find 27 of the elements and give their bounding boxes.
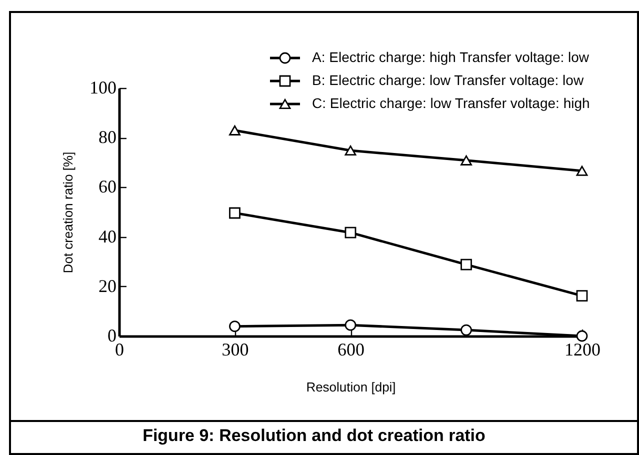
text: Figure 9: Resolution and dot creation ratio (9, 420, 639, 455)
point (460, 155, 472, 166)
point (344, 226, 356, 238)
point (344, 145, 356, 156)
y-axis-title: Dot creation ratio [%] (60, 152, 76, 274)
y-tick-label: 80 (98, 127, 116, 148)
point (460, 258, 472, 270)
x-tick-label: 600 (338, 340, 364, 360)
y-tick-label: 20 (98, 276, 116, 296)
point (229, 207, 240, 219)
y-tick-label: 40 (98, 226, 116, 246)
x-tick-label: 1200 (564, 340, 600, 360)
point (229, 320, 240, 332)
point (229, 125, 240, 136)
point (576, 290, 588, 302)
y-tick-label: 0 (108, 326, 116, 346)
y-tick-label: 100 (90, 78, 116, 98)
point (344, 319, 356, 331)
point (460, 324, 472, 336)
x-tick-label: 300 (222, 340, 249, 360)
x-axis-title: Resolution [dpi] (306, 380, 396, 394)
legend-label: A: Electric charge: high Transfer voltage: low (312, 49, 590, 65)
point (576, 166, 588, 176)
y-tick-label: 60 (98, 176, 116, 197)
legend-label: C: Electric charge: low Transfer voltage: high (312, 95, 590, 111)
legend-label: B: Electric charge: low Transfer voltage: low (312, 72, 584, 88)
point (576, 330, 588, 342)
